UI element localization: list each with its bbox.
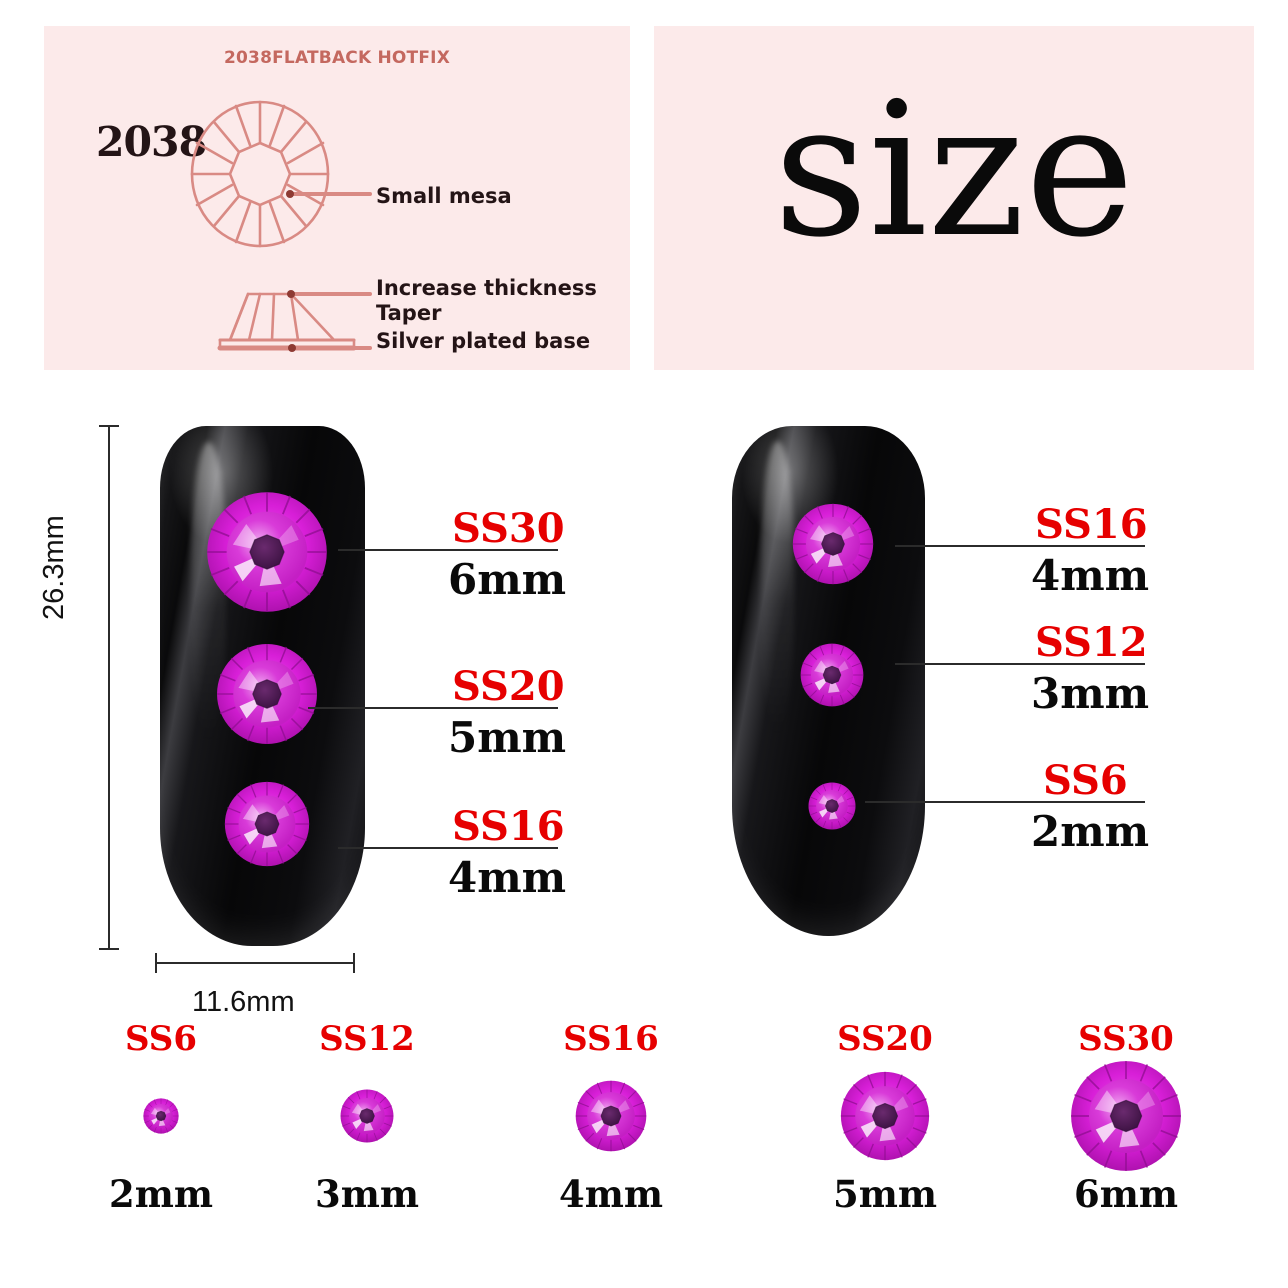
- width-dimension-label: 11.6mm: [192, 986, 295, 1018]
- callout-ss6-mm: 2mm: [1031, 807, 1150, 856]
- size-item-ss6-mm: 2mm: [108, 1172, 214, 1216]
- label-increase-thickness: Increase thickness: [376, 276, 597, 300]
- size-item-ss16: SS16 4mm: [536, 1022, 686, 1213]
- size-panel-title: size: [773, 62, 1135, 278]
- flatback-diagram: [190, 100, 372, 352]
- size-item-ss12-mm: 3mm: [314, 1172, 420, 1216]
- size-item-ss16-mm: 4mm: [558, 1172, 664, 1216]
- size-item-ss6-code: SS6: [124, 1019, 198, 1059]
- callout-ss30-code: SS30: [452, 505, 565, 552]
- stone-ss6-on-nail: [808, 782, 856, 830]
- label-taper: Taper: [376, 301, 442, 325]
- callout-ss30-mm: 6mm: [448, 555, 567, 604]
- nail-gloss-highlight: [760, 441, 794, 738]
- size-item-ss20: SS20 5mm: [810, 1022, 960, 1213]
- anchor-silver-base: [288, 344, 296, 352]
- size-comparison-row: SS6 2mm SS12 3mm SS16 4mm SS20: [0, 1022, 1288, 1288]
- stone-ss20-on-nail: [216, 643, 318, 745]
- label-silver-plated-base: Silver plated base: [376, 329, 591, 353]
- size-item-ss30-mm: 6mm: [1073, 1172, 1179, 1216]
- anchor-small-mesa: [286, 190, 294, 198]
- callout-ss16-right-code: SS16: [1035, 501, 1148, 548]
- size-item-ss6: SS6 2mm: [86, 1022, 236, 1213]
- nail-left-block: SS30 6mm SS20 5mm SS16 4mm: [110, 400, 670, 1020]
- size-item-ss30: SS30 6mm: [1046, 1022, 1206, 1213]
- size-item-ss12-code: SS12: [319, 1019, 415, 1059]
- anchor-increase-thickness: [287, 290, 295, 298]
- stone-ss16-on-nail: [792, 503, 874, 585]
- spec-panel: 2038FLATBACK HOTFIX 2038: [44, 26, 630, 370]
- width-dimension-line: [155, 953, 355, 973]
- callout-ss6-code: SS6: [1043, 757, 1128, 804]
- nail-right-block: SS16 4mm SS12 3mm SS6 2mm: [700, 400, 1260, 1000]
- callout-ss16-left-mm: 4mm: [448, 853, 567, 902]
- callout-ss16-right-mm: 4mm: [1031, 551, 1150, 600]
- callout-ss16-left-code: SS16: [452, 803, 565, 850]
- top-panels: 2038FLATBACK HOTFIX 2038: [0, 0, 1288, 378]
- size-item-ss6-stone: [86, 1056, 236, 1176]
- size-item-ss30-stone: [1046, 1056, 1206, 1176]
- stone-ss12-on-nail: [800, 643, 864, 707]
- size-item-ss20-code: SS20: [837, 1019, 933, 1059]
- callout-ss12-code: SS12: [1035, 619, 1148, 666]
- size-item-ss30-code: SS30: [1078, 1019, 1174, 1059]
- size-item-ss20-stone: [810, 1056, 960, 1176]
- callout-ss20-mm: 5mm: [448, 713, 567, 762]
- spec-panel-code: 2038: [96, 118, 207, 166]
- size-item-ss12: SS12 3mm: [292, 1022, 442, 1213]
- callout-ss20-code: SS20: [452, 663, 565, 710]
- label-small-mesa: Small mesa: [376, 184, 512, 208]
- size-item-ss12-stone: [292, 1056, 442, 1176]
- size-panel: size: [654, 26, 1254, 370]
- stone-ss16-on-nail: [224, 781, 310, 867]
- size-item-ss16-stone: [536, 1056, 686, 1176]
- callout-ss12-mm: 3mm: [1031, 669, 1150, 718]
- stone-ss30-on-nail: [206, 491, 328, 613]
- size-item-ss16-code: SS16: [563, 1019, 659, 1059]
- height-dimension-label: 26.3mm: [38, 515, 70, 620]
- height-dimension-line: [99, 425, 119, 950]
- size-item-ss20-mm: 5mm: [832, 1172, 938, 1216]
- spec-panel-header: 2038FLATBACK HOTFIX: [224, 48, 450, 68]
